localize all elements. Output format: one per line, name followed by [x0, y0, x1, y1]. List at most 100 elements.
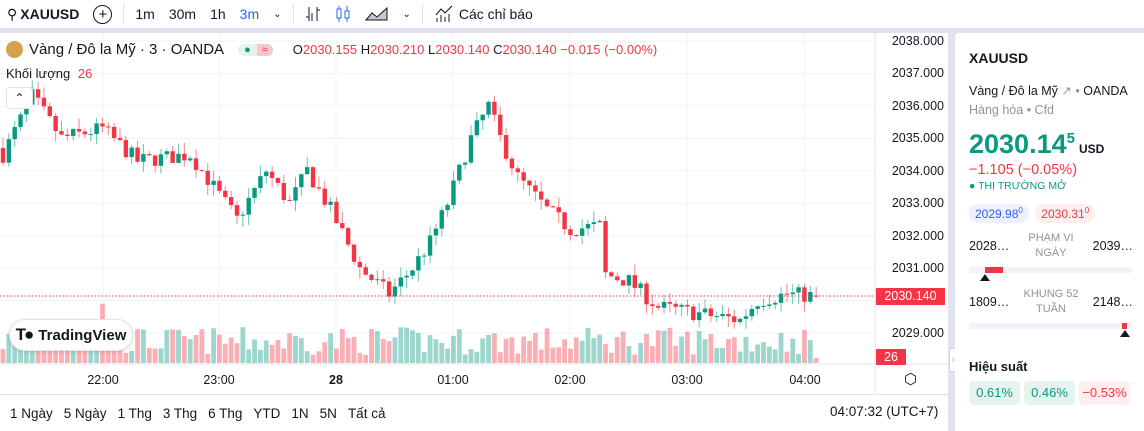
- candle-body: [696, 312, 702, 321]
- candle-body: [322, 188, 327, 205]
- range-8[interactable]: Tất cả: [347, 405, 386, 421]
- bar-chart-type-button[interactable]: [298, 0, 328, 28]
- day-marker-icon: [980, 274, 991, 281]
- range-2[interactable]: 1 Thg: [117, 405, 152, 421]
- range-6[interactable]: 1N: [291, 405, 309, 421]
- candle-body: [773, 302, 778, 305]
- tradingview-logo[interactable]: T● TradingView: [9, 319, 133, 351]
- volume-bar: [772, 349, 778, 363]
- volume-bar: [328, 333, 333, 363]
- volume-bar: [673, 345, 679, 363]
- volume-bar: [743, 336, 749, 363]
- candle-body: [100, 123, 105, 127]
- candle-body: [743, 316, 749, 319]
- volume-bar: [421, 352, 427, 363]
- volume-bar: [492, 333, 497, 363]
- market-status-text: THỊ TRƯỜNG MỞ: [978, 180, 1067, 192]
- volume-bar: [433, 339, 439, 363]
- indicators-button[interactable]: Các chỉ báo: [427, 0, 540, 28]
- candle-body: [416, 256, 421, 271]
- candle-body: [152, 155, 158, 166]
- candlestick-chart[interactable]: [0, 33, 948, 394]
- candle-body: [381, 279, 386, 282]
- search-icon: ⚲: [7, 5, 18, 22]
- volume-bar: [649, 346, 655, 363]
- volume-bar: [702, 339, 708, 363]
- area-chart-type-button[interactable]: [358, 0, 396, 28]
- perf-1w[interactable]: 0.61%: [969, 381, 1020, 405]
- compare-button[interactable]: +: [86, 0, 119, 28]
- range-1[interactable]: 5 Ngày: [63, 405, 107, 421]
- candle-body: [808, 292, 813, 302]
- range-0[interactable]: 1 Ngày: [10, 405, 53, 421]
- ohlc-values: O2030.155 H2030.210 L2030.140 C2030.140 …: [293, 42, 657, 57]
- volume-bar: [690, 354, 696, 363]
- current-volume-label: 26: [876, 349, 906, 365]
- volume-bar: [375, 331, 380, 363]
- volume-bar: [503, 338, 509, 363]
- candle-body: [205, 170, 210, 185]
- volume-bar: [813, 358, 819, 363]
- volume-bar: [726, 339, 731, 363]
- perf-3m[interactable]: −0.53%: [1079, 381, 1130, 405]
- collapse-legend-button[interactable]: ⌃: [6, 87, 33, 109]
- interval-30m[interactable]: 30m: [168, 6, 197, 22]
- day-range-bar: [969, 267, 1133, 281]
- candle-body: [650, 304, 655, 306]
- volume-bar: [304, 351, 310, 363]
- volume-bar: [603, 344, 608, 363]
- range-7[interactable]: 5N: [319, 405, 337, 421]
- volume-bar: [293, 335, 298, 363]
- range-4[interactable]: 6 Thg: [208, 405, 243, 421]
- volume-bar: [568, 348, 573, 363]
- open-value: 2030.155: [302, 42, 358, 57]
- market-status-toggle[interactable]: ● ≈: [238, 43, 273, 56]
- volume-bar: [380, 338, 386, 363]
- volume-bar: [181, 335, 187, 363]
- candle-body: [784, 293, 790, 295]
- volume-bar: [12, 337, 18, 363]
- volume-bar: [667, 327, 673, 363]
- perf-1m[interactable]: 0.46%: [1024, 381, 1075, 405]
- volume-label: Khối lượng: [6, 66, 71, 81]
- volume-bar: [141, 329, 146, 363]
- volume-bar: [550, 347, 556, 363]
- candle-body: [340, 223, 345, 229]
- candle-body: [550, 206, 556, 208]
- volume-bar: [761, 342, 766, 363]
- volume-bar: [199, 329, 205, 363]
- range-3[interactable]: 3 Thg: [162, 405, 198, 421]
- interval-dropdown[interactable]: ⌄: [266, 0, 288, 28]
- candle-body: [246, 197, 251, 215]
- range-5[interactable]: YTD: [253, 405, 281, 421]
- volume-bar: [515, 353, 521, 363]
- symbol-name[interactable]: Vàng / Đô la Mỹ: [969, 84, 1058, 98]
- chart-type-dropdown[interactable]: ⌄: [396, 0, 418, 28]
- volume-bar: [579, 340, 585, 363]
- candle-body: [117, 138, 123, 141]
- candle-chart-type-button[interactable]: [328, 0, 358, 28]
- chart-legend: Vàng / Đô la Mỹ · 3 · OANDA ● ≈ O2030.155…: [6, 41, 657, 58]
- volume-bar: [310, 354, 316, 363]
- candle-body: [398, 277, 403, 287]
- chart-settings-button[interactable]: ⬡: [904, 370, 917, 388]
- performance-row: 0.61% 0.46% −0.53%: [969, 381, 1144, 405]
- volume-bar: [544, 328, 550, 363]
- volume-bar: [363, 354, 369, 363]
- symbol-search-button[interactable]: ⚲ XAUUSD: [7, 5, 80, 23]
- volume-bar: [644, 333, 649, 363]
- market-status: ● THỊ TRƯỜNG MỞ: [969, 180, 1067, 192]
- volume-bar: [146, 348, 152, 363]
- candle-body: [656, 305, 661, 308]
- price-tick: 2036.000: [891, 98, 944, 113]
- candle-body: [234, 205, 240, 216]
- time-tick: 28: [329, 373, 343, 387]
- external-link-icon[interactable]: ↗: [1061, 84, 1072, 98]
- chart-area[interactable]: [0, 33, 948, 431]
- volume-bar: [187, 339, 193, 363]
- volume-bar: [211, 328, 216, 363]
- interval-3m[interactable]: 3m: [239, 6, 260, 22]
- candle-body: [357, 261, 363, 268]
- interval-1m[interactable]: 1m: [135, 6, 155, 22]
- interval-1h[interactable]: 1h: [210, 6, 226, 22]
